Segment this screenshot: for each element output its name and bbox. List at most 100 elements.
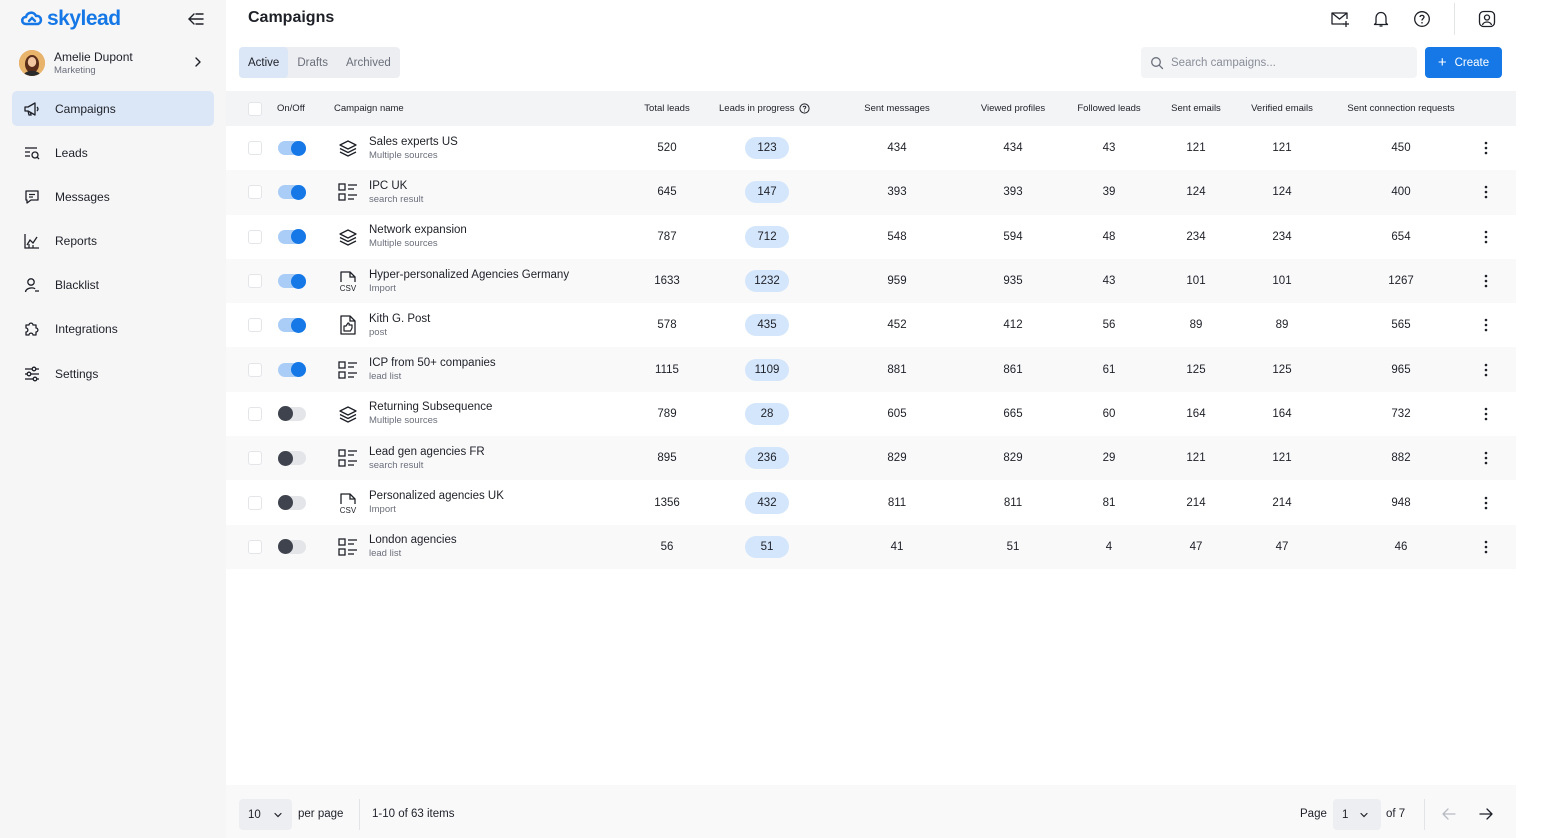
campaign-toggle[interactable] [278, 229, 306, 245]
collapse-sidebar-button[interactable] [185, 9, 207, 29]
next-page-button[interactable] [1478, 807, 1494, 821]
tab-active[interactable]: Active [239, 47, 289, 78]
notifications-button[interactable] [1370, 8, 1392, 30]
sidebar-item-campaigns[interactable]: Campaigns [12, 91, 214, 126]
row-checkbox[interactable] [248, 141, 262, 156]
row-checkbox[interactable] [248, 451, 262, 466]
mail-plus-button[interactable] [1329, 8, 1351, 30]
svg-text:CSV: CSV [340, 284, 357, 292]
campaign-toggle[interactable] [278, 362, 306, 378]
sidebar-item-integrations[interactable]: Integrations [12, 312, 214, 347]
campaign-toggle[interactable] [278, 450, 306, 466]
campaign-name-cell[interactable]: IPC UK search result [337, 170, 423, 214]
sidebar-item-leads[interactable]: Leads [12, 135, 214, 170]
row-actions-button[interactable] [1479, 451, 1493, 465]
page-select[interactable]: 1 [1333, 799, 1381, 830]
row-checkbox[interactable] [248, 318, 262, 333]
leads-in-progress-badge[interactable]: 147 [745, 181, 789, 204]
account-button[interactable] [1476, 8, 1498, 30]
campaign-name-cell[interactable]: Network expansion Multiple sources [337, 215, 467, 259]
campaign-name-cell[interactable]: Lead gen agencies FR search result [337, 436, 485, 480]
leads-in-progress-badge[interactable]: 712 [745, 225, 789, 248]
header-total-leads[interactable]: Total leads [644, 103, 690, 114]
leads-in-progress-badge[interactable]: 51 [745, 535, 789, 558]
leads-in-progress-badge[interactable]: 435 [745, 314, 789, 337]
user-profile[interactable]: Amelie Dupont Marketing [19, 48, 215, 78]
table-row[interactable]: Kith G. Post post 435 578 452 412 56 89 89 565 [226, 303, 1516, 347]
campaign-name-cell[interactable]: London agencies lead list [337, 525, 457, 569]
row-checkbox[interactable] [248, 495, 262, 510]
leads-in-progress-badge[interactable]: 28 [745, 402, 789, 425]
sidebar-item-reports[interactable]: Reports [12, 224, 214, 259]
table-row[interactable]: ICP from 50+ companies lead list 1109 1115 8… [226, 347, 1516, 392]
row-actions-button[interactable] [1479, 141, 1493, 155]
campaign-name-cell[interactable]: Sales experts US Multiple sources [337, 126, 458, 170]
sidebar-item-messages[interactable]: Messages [12, 179, 214, 214]
campaign-name-cell[interactable]: ICP from 50+ companies lead list [337, 347, 496, 391]
total-leads-cell: 645 [657, 186, 677, 199]
campaign-name-cell[interactable]: Returning Subsequence Multiple sources [337, 392, 492, 436]
table-row[interactable]: London agencies lead list 51 56 41 51 4 47 47 46 [226, 524, 1516, 569]
row-checkbox[interactable] [248, 229, 262, 244]
create-button[interactable]: + Create [1425, 47, 1502, 78]
table-row[interactable]: CSV Personalized agencies UK Import 432 1356… [226, 480, 1516, 524]
logo[interactable]: skylead [20, 6, 121, 32]
row-checkbox[interactable] [248, 274, 262, 289]
user-role: Marketing [54, 65, 96, 76]
row-actions-button[interactable] [1479, 274, 1493, 288]
row-actions-button[interactable] [1479, 496, 1493, 510]
table-row[interactable]: IPC UK search result 147 645 393 393 39 124 124 4… [226, 170, 1516, 215]
campaign-toggle[interactable] [278, 273, 306, 289]
leads-in-progress-badge[interactable]: 236 [745, 447, 789, 470]
row-actions-button[interactable] [1479, 363, 1493, 377]
leads-in-progress-badge[interactable]: 123 [745, 137, 789, 160]
pagination-divider [1424, 799, 1425, 830]
header-leads-in-progress[interactable]: Leads in progress [719, 91, 810, 126]
header-sent-messages[interactable]: Sent messages [864, 103, 930, 114]
row-checkbox[interactable] [248, 406, 262, 421]
leads-in-progress-badge[interactable]: 432 [745, 491, 789, 514]
header-viewed-profiles[interactable]: Viewed profiles [980, 103, 1046, 114]
row-actions-button[interactable] [1479, 407, 1493, 421]
row-actions-button[interactable] [1479, 230, 1493, 244]
table-row[interactable]: Network expansion Multiple sources 712 787 5… [226, 215, 1516, 259]
row-checkbox[interactable] [248, 362, 262, 377]
tab-archived[interactable]: Archived [346, 56, 391, 69]
row-checkbox[interactable] [248, 185, 262, 200]
campaign-toggle[interactable] [278, 140, 306, 156]
campaign-toggle[interactable] [278, 495, 306, 511]
sidebar-item-settings[interactable]: Settings [12, 356, 214, 391]
row-checkbox[interactable] [248, 539, 262, 554]
leads-in-progress-badge[interactable]: 1109 [745, 358, 789, 381]
search-input[interactable] [1171, 56, 1401, 69]
row-actions-button[interactable] [1479, 318, 1493, 332]
sidebar-item-blacklist[interactable]: Blacklist [12, 268, 214, 303]
per-page-select[interactable]: 10 [239, 799, 292, 830]
table-row[interactable]: CSV Hyper-personalized Agencies Germany Im… [226, 258, 1516, 304]
campaign-name-cell[interactable]: CSV Hyper-personalized Agencies Germany Im… [337, 259, 569, 303]
header-verified-emails[interactable]: Verified emails [1251, 103, 1313, 114]
campaign-toggle[interactable] [278, 406, 306, 422]
tab-drafts[interactable]: Drafts [297, 56, 328, 69]
help-button[interactable] [1411, 8, 1433, 30]
info-icon[interactable] [798, 103, 810, 114]
header-followed-leads[interactable]: Followed leads [1077, 103, 1141, 114]
leads-in-progress-badge[interactable]: 1232 [745, 270, 789, 293]
table-row[interactable]: Sales experts US Multiple sources 123 520 43… [226, 126, 1516, 170]
campaign-toggle[interactable] [278, 539, 306, 555]
header-campaign-name[interactable]: Campaign name [334, 103, 404, 114]
row-actions-button[interactable] [1479, 185, 1493, 199]
campaign-name-cell[interactable]: CSV Personalized agencies UK Import [337, 480, 504, 524]
campaign-toggle[interactable] [278, 184, 306, 200]
sent-messages-cell: 41 [890, 540, 904, 553]
header-sent-emails[interactable]: Sent emails [1171, 103, 1221, 114]
table-row[interactable]: Returning Subsequence Multiple sources 28 7… [226, 392, 1516, 436]
table-row[interactable]: Lead gen agencies FR search result 236 895 8… [226, 436, 1516, 481]
verified-emails-cell: 124 [1272, 186, 1292, 199]
campaign-name-cell[interactable]: Kith G. Post post [337, 303, 430, 347]
campaign-toggle[interactable] [278, 317, 306, 333]
row-actions-button[interactable] [1479, 540, 1493, 554]
previous-page-button[interactable] [1441, 807, 1457, 821]
select-all-checkbox[interactable] [248, 101, 262, 116]
header-sent-connection-requests[interactable]: Sent connection requests [1347, 103, 1455, 114]
